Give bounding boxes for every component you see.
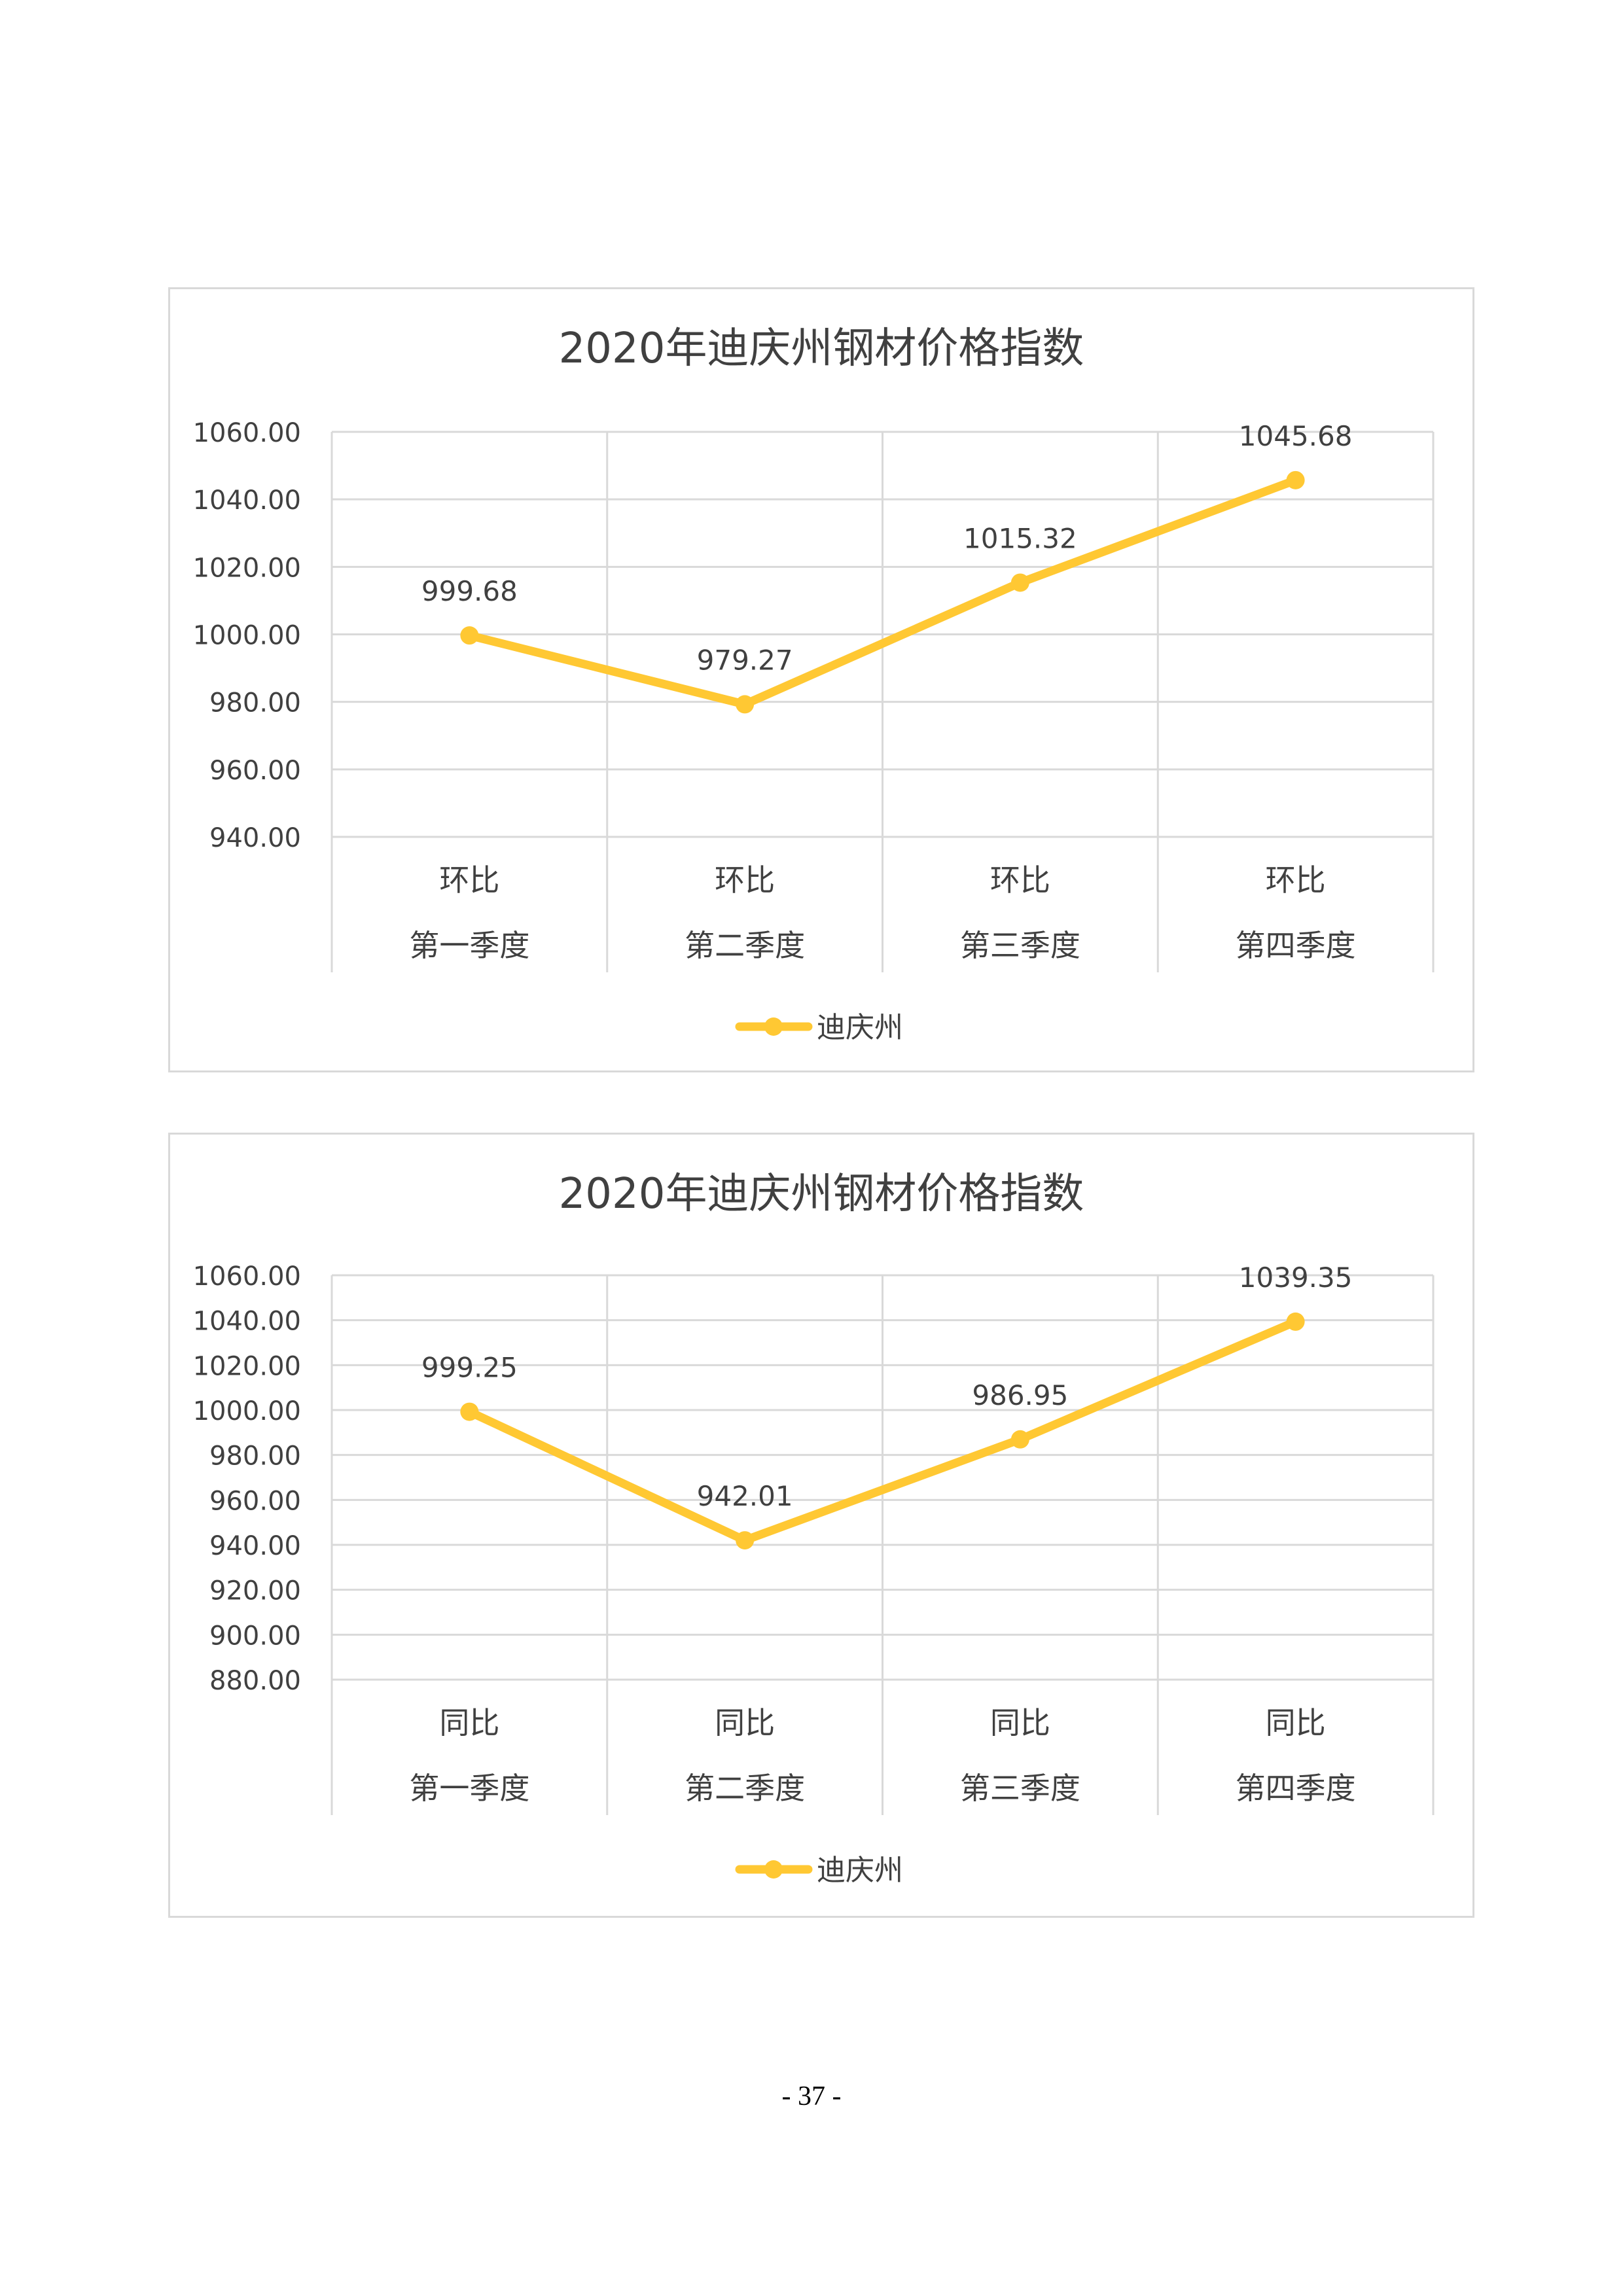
data-label: 1015.32 [963,522,1077,554]
y-tick-label: 980.00 [209,1441,301,1472]
x-tick-label-level2: 第一季度 [409,928,529,963]
legend-marker [764,1860,783,1879]
page-number: - 37 - [781,2081,842,2111]
data-label: 1039.35 [1239,1262,1353,1294]
y-tick-label: 940.00 [209,823,301,853]
x-tick-label-level2: 第四季度 [1236,928,1356,963]
x-tick-label-level2: 第二季度 [685,928,805,963]
data-point [460,626,479,645]
data-point [1010,573,1029,592]
x-tick-label-level2: 第三季度 [960,1771,1080,1806]
legend-marker [764,1017,783,1036]
y-tick-label: 1040.00 [193,486,301,516]
y-tick-label: 1060.00 [193,1262,301,1292]
chart-rolling-index: 2020年迪庆州钢材价格指数 940.00 960.00 980.00 1000.00 1… [168,287,1474,1072]
series-line [465,1317,1300,1545]
data-point [1010,1430,1029,1449]
x-tick-label-level1: 同比 [990,1705,1050,1740]
x-tick-label-level1: 环比 [990,862,1050,898]
y-tick-label: 1020.00 [193,1351,301,1381]
y-tick-label: 1040.00 [193,1307,301,1337]
legend-label: 迪庆州 [817,1854,903,1887]
data-label: 942.01 [697,1480,793,1512]
data-label: 999.25 [421,1352,518,1384]
data-point [736,695,755,714]
data-label: 999.68 [421,575,518,607]
chart-title: 2020年迪庆州钢材价格指数 [559,1170,1084,1218]
data-point [736,1531,755,1550]
x-tick-label-level1: 环比 [1266,862,1326,898]
data-point [460,1402,479,1421]
y-tick-label: 940.00 [209,1531,301,1561]
y-tick-label: 900.00 [209,1621,301,1651]
y-tick-label: 920.00 [209,1576,301,1606]
y-tick-label: 1020.00 [193,553,301,583]
y-tick-label: 880.00 [209,1666,301,1696]
data-label: 986.95 [972,1379,1068,1411]
series-line [465,476,1300,709]
y-tick-label: 960.00 [209,756,301,786]
y-tick-label: 1060.00 [193,418,301,448]
x-tick-label-level1: 同比 [1266,1705,1326,1740]
y-tick-label: 1000.00 [193,621,301,651]
y-tick-label: 960.00 [209,1486,301,1516]
chart-title: 2020年迪庆州钢材价格指数 [559,325,1084,373]
legend-label: 迪庆州 [817,1011,903,1044]
data-label: 1045.68 [1239,420,1353,452]
y-tick-label: 1000.00 [193,1396,301,1426]
x-tick-label-level1: 同比 [439,1705,499,1740]
x-tick-label-level1: 环比 [715,862,775,898]
data-point [1286,1312,1305,1331]
chart-svg: 2020年迪庆州钢材价格指数 880.00 900.00 920.00 940.00 96… [193,1170,1435,1887]
chart-year-over-year-index: 2020年迪庆州钢材价格指数 880.00 900.00 920.00 940.00 96… [168,1133,1474,1918]
y-tick-label: 980.00 [209,688,301,718]
x-tick-label-level2: 第一季度 [409,1771,529,1806]
data-label: 979.27 [697,644,793,676]
x-tick-label-level2: 第二季度 [685,1771,805,1806]
x-tick-label-level2: 第三季度 [960,928,1080,963]
chart-svg: 2020年迪庆州钢材价格指数 940.00 960.00 980.00 1000.00 1… [193,325,1435,1044]
x-tick-label-level1: 环比 [439,862,499,898]
x-tick-label-level2: 第四季度 [1236,1771,1356,1806]
x-tick-label-level1: 同比 [715,1705,775,1740]
data-point [1286,470,1305,489]
